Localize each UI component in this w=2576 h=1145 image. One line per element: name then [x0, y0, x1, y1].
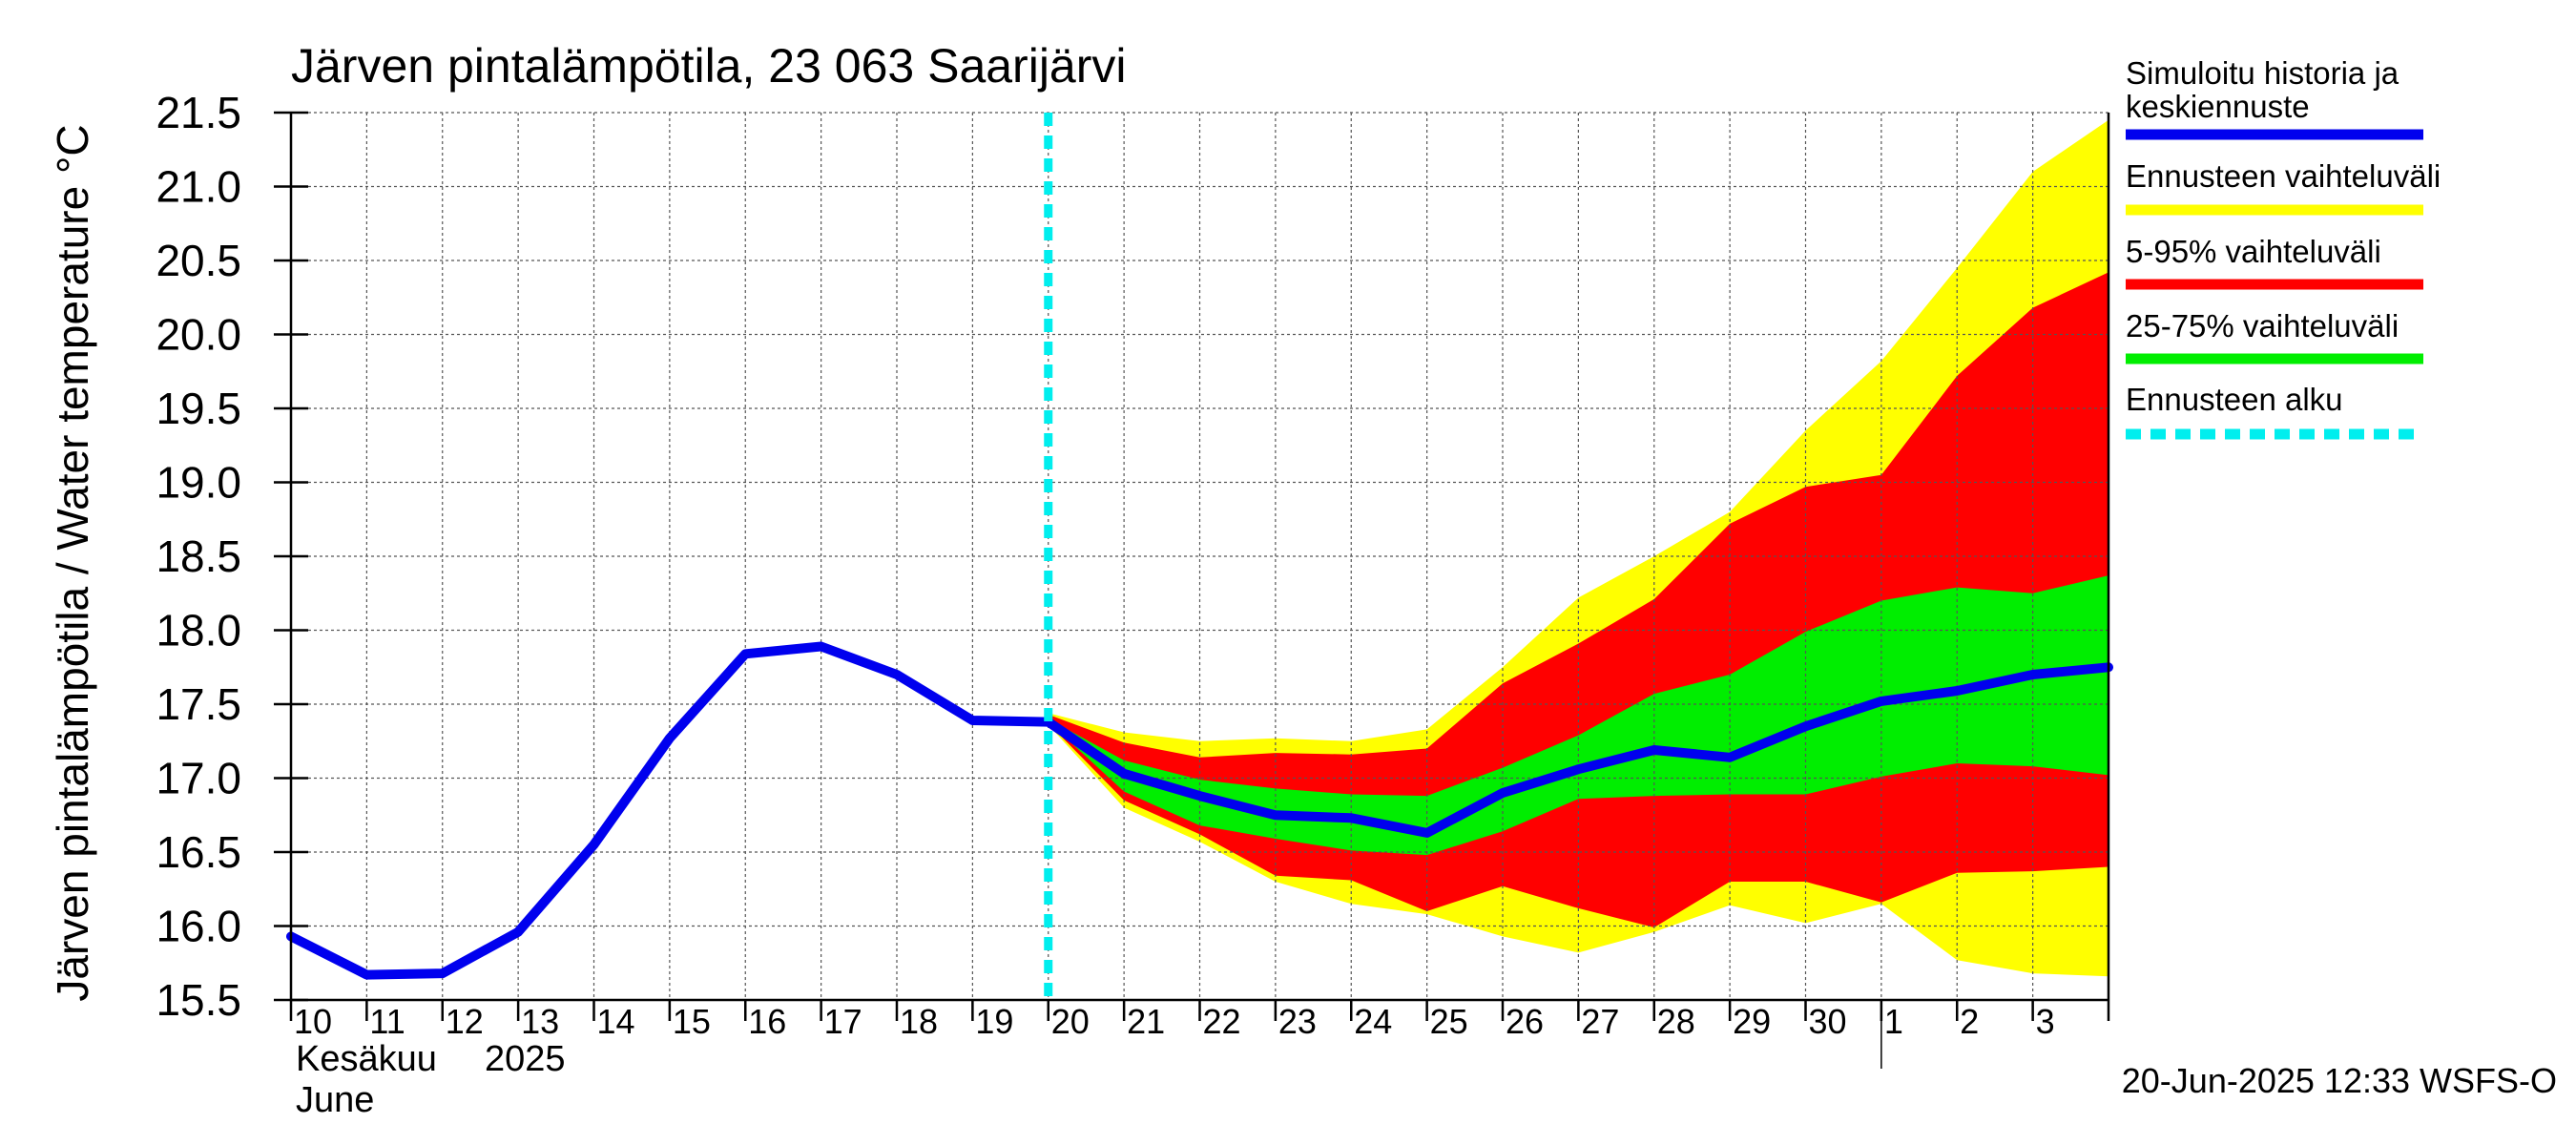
legend-label: Ennusteen vaihteluväli	[2126, 158, 2441, 194]
y-tick-label: 17.0	[156, 754, 241, 803]
x-tick-label: 12	[446, 1002, 484, 1041]
x-tick-label: 22	[1203, 1002, 1241, 1041]
year-label: 2025	[485, 1039, 566, 1079]
y-tick-label: 16.0	[156, 902, 241, 951]
y-tick-label: 20.0	[156, 310, 241, 360]
x-axis-ticks: 10 11 12 13 14 15 16 17 18 19 20 21 22 23 24 25 26 27 28 29…	[289, 1000, 2110, 1069]
x-tick-label: 14	[597, 1002, 635, 1041]
mean-series	[286, 641, 2113, 980]
month-label-fi: Kesäkuu	[296, 1039, 437, 1079]
legend-item-5: Ennusteen alku	[2126, 382, 2423, 440]
y-tick-label: 20.5	[156, 236, 241, 285]
y-tick-label: 17.5	[156, 679, 241, 729]
band-3	[1048, 575, 2109, 856]
x-tick-label: 25	[1430, 1002, 1468, 1041]
month-label-en: June	[296, 1080, 374, 1120]
x-tick-label: 21	[1127, 1002, 1165, 1041]
x-tick-label: 23	[1278, 1002, 1317, 1041]
y-tick-label: 15.5	[156, 975, 241, 1025]
legend-item-1: Simuloitu historia ja keskiennuste	[2126, 55, 2423, 140]
x-tick-label: 26	[1506, 1002, 1544, 1041]
x-tick-label: 16	[748, 1002, 786, 1041]
y-tick-label: 19.0	[156, 458, 241, 508]
legend-label: 25-75% vaihteluväli	[2126, 308, 2399, 344]
x-tick-label: 24	[1354, 1002, 1392, 1041]
x-tick-label: 1	[1884, 1002, 1903, 1041]
legend-label: 5-95% vaihteluväli	[2126, 234, 2381, 269]
x-tick-label: 11	[369, 1002, 405, 1041]
legend-label: Simuloitu historia ja keskiennuste	[2126, 55, 2399, 124]
x-tick-label: 17	[824, 1002, 862, 1041]
y-tick-label: 21.0	[156, 162, 241, 212]
legend-item-3: 5-95% vaihteluväli	[2126, 234, 2423, 290]
y-axis-ticks: 15.5 16.0 16.5 17.0 17.5 18.0 18.5 19.0 19.5 20.0…	[156, 88, 308, 1025]
legend-item-2: Ennusteen vaihteluväli	[2126, 158, 2441, 216]
x-tick-label: 29	[1733, 1002, 1771, 1041]
x-tick-label: 19	[975, 1002, 1013, 1041]
x-tick-label: 10	[294, 1002, 332, 1041]
x-tick-label: 28	[1657, 1002, 1695, 1041]
x-tick-label: 3	[2036, 1002, 2055, 1041]
y-axis-label: Järven pintalämpötila / Water temperatur…	[48, 124, 97, 1001]
y-tick-label: 21.5	[156, 88, 241, 137]
y-tick-label: 16.5	[156, 827, 241, 877]
forecast-bands	[1048, 119, 2109, 977]
x-tick-label: 27	[1581, 1002, 1619, 1041]
x-tick-label: 18	[900, 1002, 938, 1041]
x-tick-label: 2	[1960, 1002, 1979, 1041]
legend-item-4: 25-75% vaihteluväli	[2126, 308, 2423, 364]
y-tick-label: 19.5	[156, 384, 241, 433]
x-tick-label: 30	[1809, 1002, 1847, 1041]
footer-timestamp: 20-Jun-2025 12:33 WSFS-O	[2122, 1061, 2557, 1100]
x-tick-label: 13	[521, 1002, 559, 1041]
x-tick-label: 20	[1051, 1002, 1090, 1041]
mean-line	[286, 641, 2113, 980]
chart-title: Järven pintalämpötila, 23 063 Saarijärvi	[291, 39, 1127, 93]
legend-label: Ennusteen alku	[2126, 382, 2343, 417]
y-tick-label: 18.5	[156, 531, 241, 581]
y-tick-label: 18.0	[156, 606, 241, 656]
legend: Simuloitu historia ja keskiennuste Ennuste…	[2126, 55, 2441, 440]
x-tick-label: 15	[673, 1002, 711, 1041]
